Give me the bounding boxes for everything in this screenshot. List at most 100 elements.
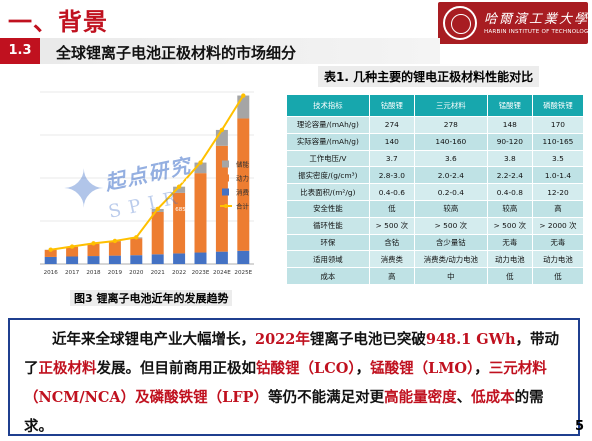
summary-text: 等仍不能满足对更 (268, 389, 384, 406)
bar-消费 (109, 256, 121, 264)
summary-text: ， (356, 360, 371, 377)
x-tick-label: 2016 (44, 270, 59, 276)
bar-动力 (109, 242, 121, 256)
table-cell: 2.8-3.0 (369, 167, 414, 184)
table-row-header: 循环性能 (287, 217, 370, 234)
table-header-cell: 磷酸铁锂 (532, 95, 583, 117)
table-cell: 2.0-2.4 (414, 167, 487, 184)
legend-label: 消费 (236, 188, 250, 197)
table-row: 循环性能> 500 次> 500 次> 500 次> 2000 次 (287, 217, 584, 234)
table-row: 环保含钴含少量钴无毒无毒 (287, 234, 584, 251)
table-cell: 12-20 (532, 184, 583, 201)
highlight-low-cost: 低成本 (471, 389, 515, 406)
table-row-header: 实际容量/(mAh/g) (287, 133, 370, 150)
table-cell: 3.5 (532, 150, 583, 167)
table-row-header: 理论容量/(mAh/g) (287, 117, 370, 134)
table-cell: 2.2-2.4 (487, 167, 532, 184)
data-label-total: 953.8 (173, 179, 189, 185)
bar-消费 (130, 255, 142, 264)
seal-icon (443, 6, 477, 40)
x-tick-label: 2021 (151, 270, 166, 276)
bar-动力 (195, 173, 207, 252)
bar-动力 (152, 212, 164, 254)
bar-动力 (130, 238, 142, 255)
table-row: 适用领域消费类消费类/动力电池动力电池动力电池 (287, 251, 584, 268)
table-cell: 90-120 (487, 133, 532, 150)
highlight-capacity: 948.1 GWh (426, 331, 516, 348)
table-cell: 低 (532, 268, 583, 285)
table-cell: > 500 次 (414, 217, 487, 234)
bar-消费 (216, 252, 228, 264)
table-cell: 消费类 (369, 251, 414, 268)
summary-text: 锂离子电池已突破 (310, 331, 426, 348)
table-cell: 含钴 (369, 234, 414, 251)
bar-消费 (195, 253, 207, 264)
table-cell: 148 (487, 117, 532, 134)
total-point (220, 128, 224, 132)
x-tick-label: 2018 (86, 270, 101, 276)
bar-储能 (237, 96, 249, 119)
page-title: 一、背景 (8, 2, 108, 37)
highlight-cathode: 正极材料 (39, 360, 97, 377)
table-cell: 无毒 (532, 234, 583, 251)
table-cell: 170 (532, 117, 583, 134)
table-cell: 278 (414, 117, 487, 134)
table-header-cell: 锰酸锂 (487, 95, 532, 117)
bar-消费 (173, 253, 185, 264)
bar-动力 (173, 193, 185, 254)
table-cell: 110-165 (532, 133, 583, 150)
table-cell: 0.2-0.4 (414, 184, 487, 201)
table-cell: 高 (369, 268, 414, 285)
table-header-cell: 技术指标 (287, 95, 370, 117)
table-cell: 较高 (487, 200, 532, 217)
bar-动力 (237, 118, 249, 250)
bar-消费 (237, 251, 249, 264)
x-tick-label: 2019 (108, 270, 123, 276)
summary-text: ， (474, 360, 489, 377)
logo-en: HARBIN INSTITUTE OF TECHNOLOGY (484, 29, 592, 35)
table-cell: 3.8 (487, 150, 532, 167)
x-tick-label: 2020 (129, 270, 144, 276)
legend-swatch (222, 189, 229, 196)
table-cell: 140 (369, 133, 414, 150)
table-cell: 高 (532, 200, 583, 217)
summary-text: 发展。但目前商用正极如 (97, 360, 257, 377)
table-row-header: 振实密度/(g/cm³) (287, 167, 370, 184)
table-row-header: 工作电压/V (287, 150, 370, 167)
highlight-lmo: 锰酸锂（LMO） (370, 360, 474, 377)
bar-消费 (88, 256, 100, 264)
table-cell: 274 (369, 117, 414, 134)
table-row-header: 成本 (287, 268, 370, 285)
bar-消费 (152, 254, 164, 264)
highlight-lco: 钴酸锂（LCO） (256, 360, 356, 377)
table-cell: 动力电池 (487, 251, 532, 268)
table-row: 安全性能低较高较高高 (287, 200, 584, 217)
table-cell: 3.6 (414, 150, 487, 167)
x-tick-label: 2022 (172, 270, 186, 276)
x-tick-label: 2017 (65, 270, 80, 276)
table-header-row: 技术指标 钴酸锂 三元材料 锰酸锂 磷酸铁锂 (287, 95, 584, 117)
summary-text: 、 (457, 389, 472, 406)
total-point (70, 244, 74, 248)
table-cell: 1.0-1.4 (532, 167, 583, 184)
x-tick-label: 2024E (213, 270, 231, 276)
table-cell: 3.7 (369, 150, 414, 167)
bar-消费 (45, 257, 57, 264)
table-cell: 较高 (414, 200, 487, 217)
data-label-power: 685.3 (175, 207, 191, 213)
legend-swatch-dot (224, 204, 228, 208)
total-point (134, 235, 138, 239)
bar-消费 (66, 257, 78, 264)
legend-label: 储能 (236, 160, 250, 169)
table-cell: > 500 次 (487, 217, 532, 234)
section-number: 1.3 (0, 38, 40, 64)
section-title: 全球锂离子电池正极材料的市场细分 (56, 42, 296, 63)
table-cell: 动力电池 (532, 251, 583, 268)
logo-cn: 哈爾濱工業大學 (484, 8, 589, 27)
